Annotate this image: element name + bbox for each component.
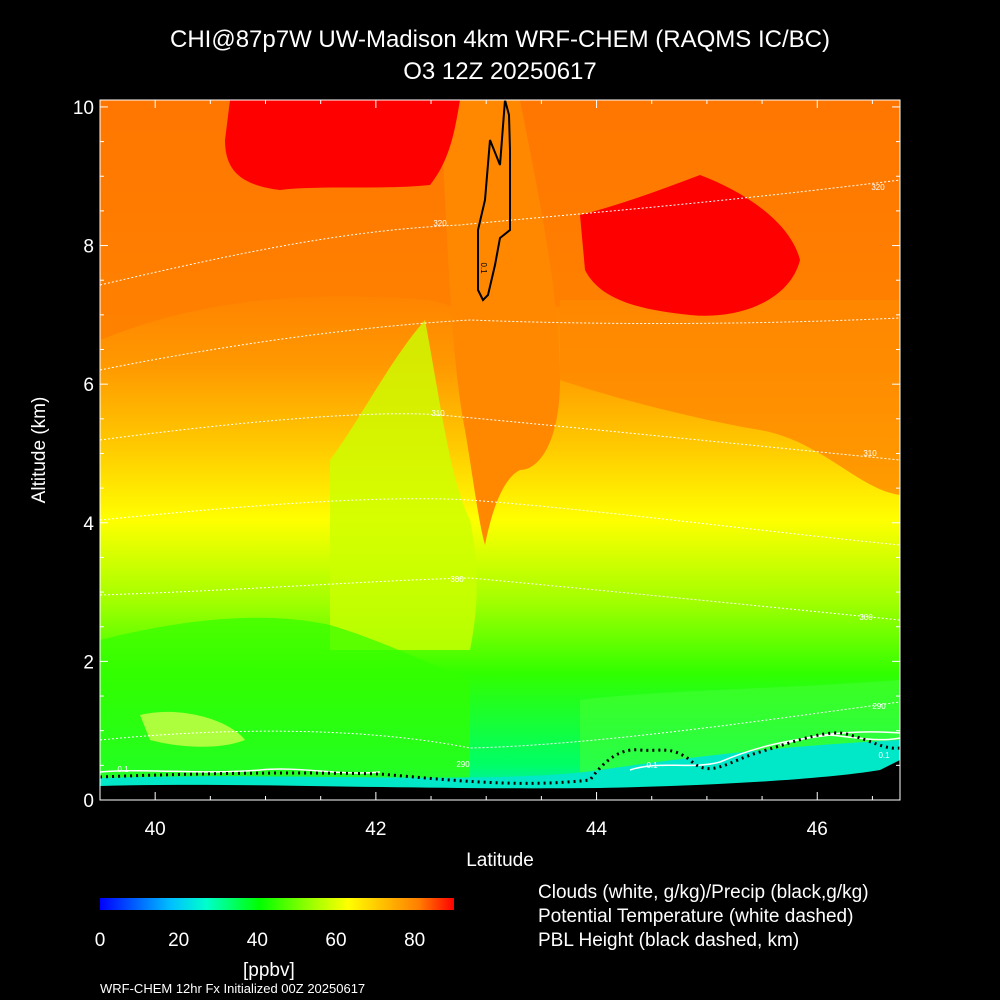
x-axis: 40 42 44 46 [145,100,873,840]
y-tick-label: 8 [83,237,94,258]
x-tick-label: 44 [586,819,608,840]
y-tick-label: 10 [73,98,94,119]
plot-frame [99,99,901,801]
contour-label: 310 [863,449,877,458]
ozone-field [100,100,900,800]
y-tick-label: 4 [83,514,94,535]
contour-label: 290 [456,760,470,769]
x-tick-label: 46 [807,819,828,840]
contour-label: 0.1 [878,751,890,760]
legend-clouds: Clouds (white, g/kg)/Precip (black,g/kg) [538,882,869,903]
legend-theta: Potential Temperature (white dashed) [538,906,854,927]
colorbar-ticks: 0 20 40 60 80 [95,930,426,951]
theta-contours [100,179,900,749]
colorbar [100,898,454,910]
y-tick-label: 6 [83,375,94,396]
colorbar-tick-label: 20 [168,930,189,951]
contour-label: 0.1 [479,262,488,274]
x-tick-label: 42 [365,819,386,840]
contour-label: 320 [871,183,885,192]
x-tick-label: 40 [145,819,166,840]
y-tick-label: 2 [83,652,94,673]
legend-pbl: PBL Height (black dashed, km) [538,930,800,951]
chart-subtitle: O3 12Z 20250617 [403,58,597,85]
contour-label: 320 [433,219,447,228]
contour-label: 300 [859,613,873,622]
colorbar-tick-label: 0 [95,930,106,951]
contour-label: 300 [450,575,464,584]
contour-label: 310 [431,409,445,418]
precip-contour [477,99,511,302]
colorbar-tick-label: 40 [247,930,268,951]
y-tick-label: 0 [83,791,94,812]
footer-text: WRF-CHEM 12hr Fx Initialized 00Z 2025061… [100,981,366,996]
y-axis-label: Altitude (km) [29,397,50,504]
contour-label: 290 [872,702,886,711]
contour-label: 0.1 [117,765,129,774]
colorbar-tick-label: 60 [325,930,346,951]
chart-title: CHI@87p7W UW-Madison 4km WRF-CHEM (RAQMS… [170,26,830,53]
x-axis-label: Latitude [466,850,534,871]
y-axis: 0 2 4 6 8 10 [73,98,900,812]
colorbar-title: [ppbv] [243,960,295,981]
colorbar-tick-label: 80 [404,930,425,951]
